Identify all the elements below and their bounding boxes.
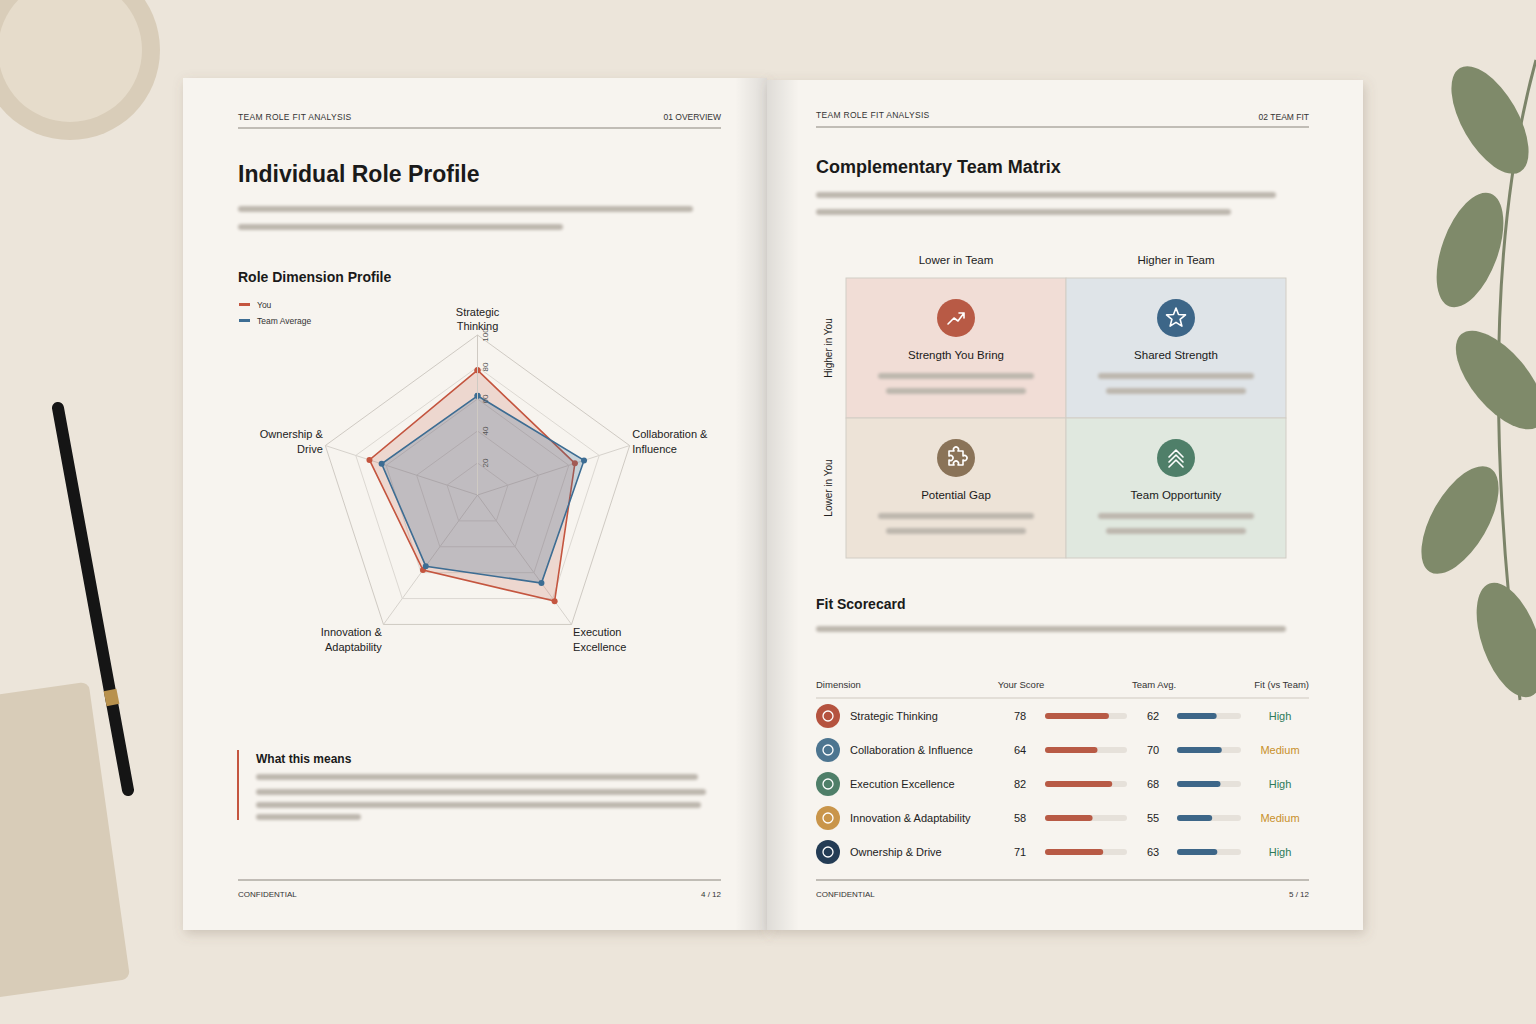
svg-text:Innovation & Adaptability: Innovation & Adaptability (850, 812, 971, 824)
svg-text:You: You (257, 300, 272, 310)
svg-text:60: 60 (481, 394, 490, 403)
svg-text:Potential Gap: Potential Gap (921, 489, 991, 501)
svg-text:100: 100 (481, 328, 490, 342)
svg-text:58: 58 (1014, 812, 1026, 824)
svg-text:20: 20 (481, 458, 490, 467)
svg-text:64: 64 (1014, 744, 1026, 756)
svg-text:StrategicThinking: StrategicThinking (456, 306, 500, 332)
svg-text:High: High (1269, 778, 1292, 790)
svg-text:Collaboration &Influence: Collaboration &Influence (632, 428, 708, 454)
svg-text:Execution Excellence: Execution Excellence (850, 778, 955, 790)
svg-text:Individual Role Profile: Individual Role Profile (238, 161, 480, 187)
svg-text:Shared Strength: Shared Strength (1134, 349, 1218, 361)
svg-text:Complementary Team Matrix: Complementary Team Matrix (816, 157, 1061, 177)
svg-text:CONFIDENTIAL: CONFIDENTIAL (238, 890, 297, 899)
svg-text:Dimension: Dimension (816, 679, 861, 690)
svg-text:63: 63 (1147, 846, 1159, 858)
svg-text:70: 70 (1147, 744, 1159, 756)
svg-text:Medium: Medium (1260, 744, 1299, 756)
svg-text:40: 40 (481, 426, 490, 435)
svg-text:High: High (1269, 846, 1292, 858)
svg-text:Innovation &Adaptability: Innovation &Adaptability (321, 626, 383, 652)
svg-text:Team Average: Team Average (257, 316, 311, 326)
svg-text:80: 80 (481, 362, 490, 371)
svg-text:Strength You Bring: Strength You Bring (908, 349, 1004, 361)
svg-text:55: 55 (1147, 812, 1159, 824)
svg-text:Higher in Team: Higher in Team (1137, 254, 1214, 266)
svg-text:Your Score: Your Score (998, 679, 1045, 690)
svg-text:Team Avg.: Team Avg. (1132, 679, 1176, 690)
svg-text:What this means: What this means (256, 752, 352, 766)
svg-text:TEAM ROLE FIT ANALYSIS: TEAM ROLE FIT ANALYSIS (816, 110, 930, 120)
svg-text:01 OVERVIEW: 01 OVERVIEW (664, 112, 721, 122)
svg-text:68: 68 (1147, 778, 1159, 790)
svg-text:High: High (1269, 710, 1292, 722)
svg-text:78: 78 (1014, 710, 1026, 722)
svg-text:Collaboration & Influence: Collaboration & Influence (850, 744, 973, 756)
svg-text:ExecutionExcellence: ExecutionExcellence (573, 626, 626, 652)
svg-text:Ownership & Drive: Ownership & Drive (850, 846, 942, 858)
svg-text:4 / 12: 4 / 12 (701, 890, 722, 899)
svg-text:5 / 12: 5 / 12 (1289, 890, 1310, 899)
svg-text:Fit Scorecard: Fit Scorecard (816, 596, 905, 612)
svg-text:Team Opportunity: Team Opportunity (1131, 489, 1222, 501)
svg-text:Higher in You: Higher in You (823, 318, 834, 378)
svg-text:71: 71 (1014, 846, 1026, 858)
svg-text:Lower in You: Lower in You (823, 459, 834, 516)
svg-text:TEAM ROLE FIT ANALYSIS: TEAM ROLE FIT ANALYSIS (238, 112, 352, 122)
svg-text:Role Dimension Profile: Role Dimension Profile (238, 269, 391, 285)
svg-text:CONFIDENTIAL: CONFIDENTIAL (816, 890, 875, 899)
svg-text:Lower in Team: Lower in Team (919, 254, 994, 266)
svg-text:Ownership &Drive: Ownership &Drive (260, 428, 324, 454)
svg-text:Strategic Thinking: Strategic Thinking (850, 710, 938, 722)
svg-text:62: 62 (1147, 710, 1159, 722)
svg-text:Fit (vs Team): Fit (vs Team) (1254, 679, 1309, 690)
svg-text:Medium: Medium (1260, 812, 1299, 824)
svg-text:82: 82 (1014, 778, 1026, 790)
svg-text:02 TEAM FIT: 02 TEAM FIT (1259, 112, 1309, 122)
